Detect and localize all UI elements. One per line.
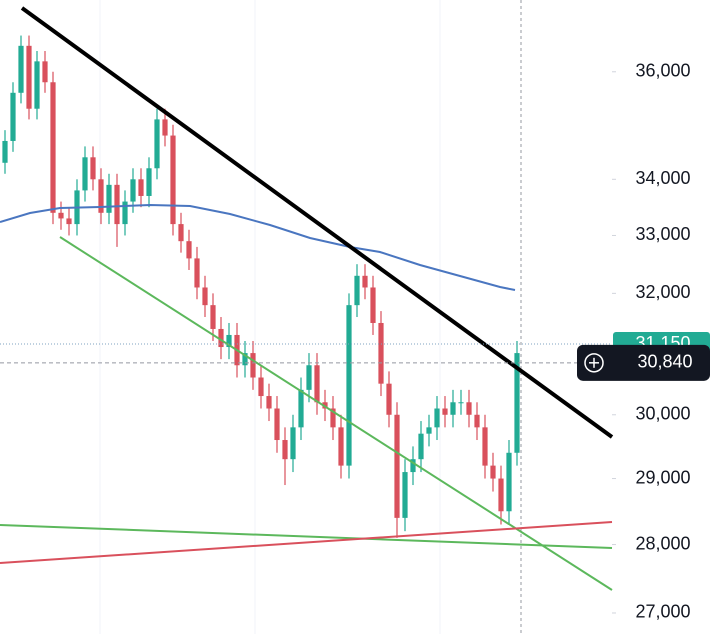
candle-body — [450, 402, 456, 415]
candle-body — [442, 408, 448, 415]
candle-body — [434, 408, 440, 428]
candle-body — [346, 305, 352, 466]
trendline-green — [59, 236, 613, 591]
y-tick-label: 33,000 — [635, 224, 690, 244]
candle-body — [114, 184, 120, 225]
candle-body — [258, 377, 264, 397]
candle-body — [122, 201, 128, 225]
candle-body — [490, 465, 496, 479]
candle-body — [82, 157, 88, 191]
candle-body — [58, 212, 64, 219]
candle-body — [186, 241, 192, 259]
candle-body — [298, 389, 304, 428]
y-tick-label: 30,000 — [635, 404, 690, 424]
candle-body — [194, 258, 200, 288]
candle-body — [202, 287, 208, 306]
candle-body — [34, 61, 40, 109]
candle-body — [218, 328, 224, 348]
candle-body — [210, 305, 216, 329]
price-axis: 27,000 28,000 29,000 30,000 32,000 33,000 34,0… — [612, 61, 691, 622]
candle-body — [338, 427, 344, 466]
candle-body — [242, 353, 248, 366]
candle-body — [394, 414, 400, 518]
candle-body — [354, 275, 360, 306]
candle-body — [98, 179, 104, 213]
candle-body — [138, 179, 144, 196]
candle-body — [362, 275, 368, 288]
price-label-box — [577, 344, 710, 381]
candle-body — [410, 459, 416, 473]
candle-body — [178, 224, 184, 242]
candle-body — [386, 383, 392, 415]
candles — [2, 35, 520, 538]
candle-body — [290, 427, 296, 460]
candle-body — [162, 119, 168, 136]
crosshair-icon — [584, 353, 604, 373]
candle-body — [50, 82, 56, 213]
candle-body — [42, 61, 48, 83]
candle-body — [226, 334, 232, 348]
candle-body — [426, 427, 432, 434]
candle-body — [90, 157, 96, 180]
candle-body — [402, 472, 408, 518]
candle-body — [506, 452, 512, 512]
candle-body — [26, 45, 32, 109]
candle-body — [170, 135, 176, 225]
candle-body — [154, 119, 160, 169]
candle-body — [314, 365, 320, 403]
candle-body — [514, 353, 520, 453]
candle-body — [274, 408, 280, 441]
candle-body — [418, 433, 424, 460]
trendline-black — [20, 6, 614, 439]
candle-body — [106, 184, 112, 213]
candle-body — [466, 402, 472, 415]
candle-body — [282, 440, 288, 460]
candle-body — [330, 408, 336, 428]
y-tick-label: 32,000 — [635, 282, 690, 302]
candle-body — [498, 478, 504, 512]
trendline-green — [0, 524, 613, 549]
candle-body — [18, 45, 24, 93]
moving-average — [0, 203, 516, 291]
y-tick-label: 36,000 — [635, 61, 690, 81]
candle-body — [482, 427, 488, 466]
candle-body — [130, 179, 136, 202]
candle-body — [10, 92, 16, 141]
candle-body — [370, 287, 376, 323]
candle-body — [2, 140, 8, 163]
y-tick-label: 27,000 — [635, 602, 690, 622]
candle-body — [474, 414, 480, 428]
candle-body — [378, 322, 384, 384]
candle-body — [266, 396, 272, 409]
candle-body — [306, 365, 312, 390]
candle-body — [250, 353, 256, 378]
trendline-red — [0, 521, 613, 564]
y-tick-label: 28,000 — [635, 533, 690, 553]
candle-body — [146, 168, 152, 196]
y-tick-label: 29,000 — [635, 467, 690, 487]
candle-body — [66, 218, 72, 225]
y-tick-label: 34,000 — [635, 168, 690, 188]
candle-body — [458, 402, 464, 404]
price-label: 30,840 — [637, 352, 692, 372]
